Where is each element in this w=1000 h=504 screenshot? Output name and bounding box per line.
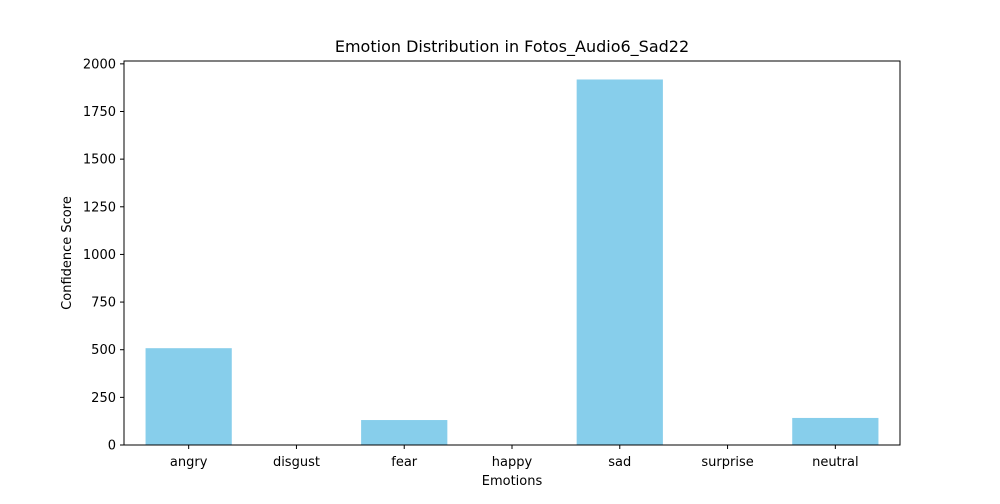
y-axis-label: Confidence Score bbox=[60, 196, 75, 310]
x-tick-label: angry bbox=[170, 455, 208, 470]
y-ticks: 0 250 500 750 1000 1250 1500 1750 2000 bbox=[83, 57, 124, 454]
x-tick-label: surprise bbox=[701, 455, 753, 470]
y-tick-label: 500 bbox=[91, 343, 116, 358]
bar-sad bbox=[576, 79, 663, 446]
y-tick-label: 1000 bbox=[83, 248, 116, 263]
x-axis-label: Emotions bbox=[482, 474, 543, 489]
y-tick-label: 250 bbox=[91, 391, 116, 406]
x-ticks: angry disgust fear happy sad surprise neutral bbox=[170, 445, 859, 470]
y-tick-label: 1750 bbox=[83, 105, 116, 120]
bar-neutral bbox=[792, 417, 879, 445]
x-tick-label: disgust bbox=[273, 455, 320, 470]
bar-fear bbox=[361, 420, 448, 445]
chart-title: Emotion Distribution in Fotos_Audio6_Sad… bbox=[335, 37, 689, 57]
x-tick-label: neutral bbox=[812, 455, 859, 470]
x-tick-label: sad bbox=[608, 455, 631, 470]
y-tick-label: 1500 bbox=[83, 153, 116, 168]
y-tick-label: 0 bbox=[108, 439, 116, 454]
plot-frame bbox=[123, 60, 901, 446]
bars-layer bbox=[145, 79, 879, 446]
y-tick-label: 1250 bbox=[83, 200, 116, 215]
y-tick-label: 2000 bbox=[83, 57, 116, 72]
y-tick-label: 750 bbox=[91, 296, 116, 311]
bar-angry bbox=[145, 348, 232, 445]
x-tick-label: happy bbox=[492, 455, 533, 470]
x-tick-label: fear bbox=[391, 455, 418, 470]
